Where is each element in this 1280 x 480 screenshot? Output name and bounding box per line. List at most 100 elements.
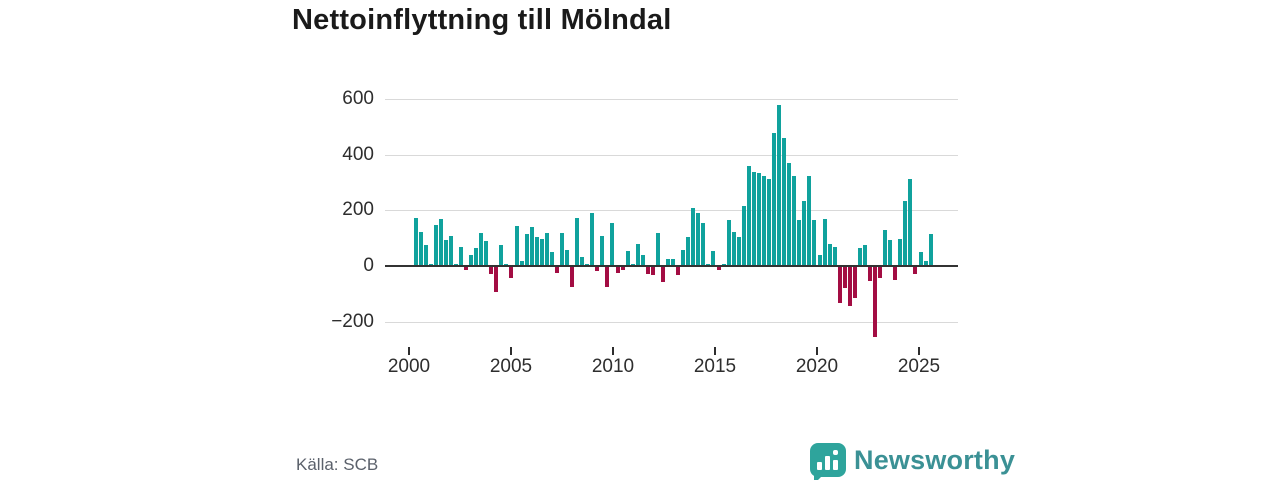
bar-positive	[484, 241, 488, 265]
x-axis-tick-2020	[816, 347, 818, 355]
logo-exclamation-dot	[833, 450, 838, 455]
logo-bar-medium	[833, 460, 838, 470]
gridline-y-400	[385, 155, 958, 156]
bar-negative	[494, 267, 498, 292]
bar-positive	[908, 179, 912, 265]
bar-positive	[449, 236, 453, 265]
bar-positive	[767, 179, 771, 265]
bar-positive	[772, 133, 776, 265]
bar-negative	[878, 267, 882, 278]
bar-positive	[903, 201, 907, 265]
bar-positive	[863, 245, 867, 265]
gridline-y--200	[385, 322, 958, 323]
bar-positive	[671, 259, 675, 265]
bar-positive	[590, 213, 594, 265]
bar-positive	[742, 206, 746, 265]
bar-positive	[439, 219, 443, 265]
bar-positive	[636, 244, 640, 265]
bar-positive	[722, 264, 726, 265]
bar-positive	[585, 264, 589, 265]
bar-negative	[570, 267, 574, 287]
bar-negative	[555, 267, 559, 273]
logo-bar-small	[817, 462, 822, 470]
chart-title: Nettoinflyttning till Mölndal	[292, 4, 672, 36]
y-axis-label: 600	[342, 88, 374, 109]
x-axis-tick-2025	[918, 347, 920, 355]
bar-positive	[444, 240, 448, 265]
bar-positive	[469, 255, 473, 265]
x-axis-label: 2025	[897, 356, 941, 377]
bar-positive	[752, 172, 756, 265]
bar-positive	[565, 250, 569, 265]
bar-negative	[873, 267, 877, 337]
bar-negative	[676, 267, 680, 275]
x-axis-tick-2015	[714, 347, 716, 355]
source-note: Källa: SCB	[296, 455, 379, 474]
bar-positive	[631, 264, 635, 265]
bar-positive	[696, 213, 700, 265]
bar-positive	[898, 239, 902, 265]
bar-positive	[610, 223, 614, 265]
bar-positive	[732, 232, 736, 265]
bar-positive	[787, 163, 791, 265]
bar-positive	[560, 233, 564, 265]
bar-positive	[575, 218, 579, 265]
bar-negative	[605, 267, 609, 287]
bar-negative	[853, 267, 857, 298]
bar-positive	[777, 105, 781, 265]
bar-negative	[843, 267, 847, 288]
bar-positive	[459, 247, 463, 265]
bar-positive	[499, 245, 503, 265]
bar-positive	[641, 255, 645, 265]
x-axis-label: 2015	[693, 356, 737, 377]
bar-positive	[424, 245, 428, 265]
bar-positive	[691, 208, 695, 265]
bar-positive	[686, 237, 690, 265]
x-axis-tick-2000	[408, 347, 410, 355]
bar-positive	[797, 220, 801, 265]
bar-positive	[681, 250, 685, 265]
bar-positive	[525, 234, 529, 265]
bar-negative	[838, 267, 842, 303]
bar-positive	[515, 226, 519, 265]
bar-positive	[828, 244, 832, 265]
bar-positive	[600, 236, 604, 265]
bar-negative	[868, 267, 872, 281]
x-axis-label: 2005	[489, 356, 533, 377]
bar-positive	[747, 166, 751, 265]
speech-bubble-tail	[814, 475, 823, 480]
bar-positive	[757, 173, 761, 265]
gridline-y-600	[385, 99, 958, 100]
bar-positive	[818, 255, 822, 265]
logo-bar-tall	[825, 456, 830, 470]
x-axis-label: 2010	[591, 356, 635, 377]
bar-positive	[833, 247, 837, 265]
bar-negative	[717, 267, 721, 270]
bar-positive	[706, 264, 710, 265]
bar-negative	[646, 267, 650, 274]
bar-positive	[666, 259, 670, 265]
bar-positive	[782, 138, 786, 265]
bar-positive	[883, 230, 887, 265]
bar-positive	[919, 252, 923, 265]
brand-name: Newsworthy	[854, 445, 1016, 475]
bar-positive	[792, 176, 796, 265]
bar-positive	[454, 264, 458, 265]
x-axis-tick-2005	[510, 347, 512, 355]
bar-positive	[807, 176, 811, 265]
bar-positive	[520, 261, 524, 265]
bar-negative	[489, 267, 493, 274]
bar-positive	[535, 237, 539, 265]
bar-negative	[893, 267, 897, 280]
bar-positive	[711, 251, 715, 265]
bar-positive	[530, 227, 534, 265]
bar-negative	[661, 267, 665, 282]
bar-positive	[479, 233, 483, 265]
y-axis-label: 200	[342, 199, 374, 220]
bar-positive	[888, 240, 892, 265]
bar-negative	[848, 267, 852, 306]
bar-positive	[474, 248, 478, 265]
x-axis-tick-2010	[612, 347, 614, 355]
bar-negative	[464, 267, 468, 270]
